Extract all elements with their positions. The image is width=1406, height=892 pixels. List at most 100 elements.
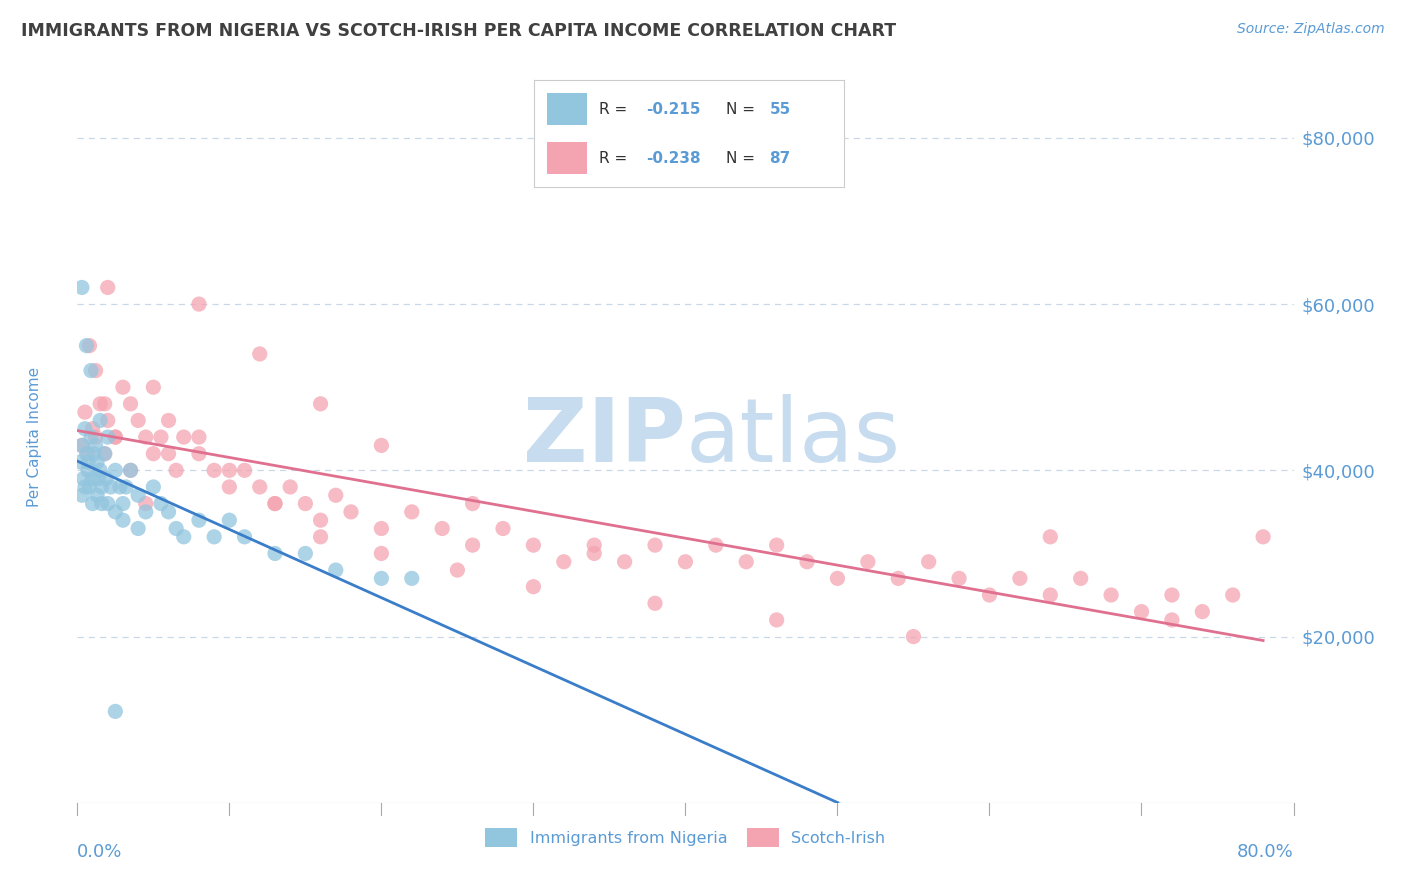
Point: [887, 571, 910, 585]
Point: [89, 397, 111, 411]
Point: [218, 463, 240, 477]
Point: [644, 538, 666, 552]
Point: [856, 555, 879, 569]
Point: [340, 505, 363, 519]
Point: [73, 480, 96, 494]
Point: [218, 513, 240, 527]
Point: [446, 563, 468, 577]
Point: [135, 430, 157, 444]
Point: [522, 538, 544, 552]
Point: [173, 530, 195, 544]
Point: [294, 497, 316, 511]
Point: [370, 546, 392, 560]
Point: [135, 505, 157, 519]
Text: Source: ZipAtlas.com: Source: ZipAtlas.com: [1237, 22, 1385, 37]
Point: [104, 463, 127, 477]
Point: [86, 455, 108, 469]
Point: [104, 705, 127, 719]
Point: [827, 571, 849, 585]
Point: [278, 480, 301, 494]
Point: [157, 505, 180, 519]
Point: [430, 521, 453, 535]
Point: [69, 455, 91, 469]
Point: [1008, 571, 1031, 585]
Point: [82, 472, 104, 486]
Point: [522, 580, 544, 594]
Point: [149, 497, 172, 511]
Point: [84, 438, 107, 452]
Point: [142, 480, 165, 494]
Point: [1070, 571, 1092, 585]
Point: [309, 397, 332, 411]
Point: [86, 488, 108, 502]
Point: [75, 447, 97, 461]
Point: [370, 571, 392, 585]
Point: [370, 438, 392, 452]
Point: [72, 472, 94, 486]
Point: [79, 338, 101, 352]
Text: N =: N =: [725, 151, 759, 166]
Point: [157, 413, 180, 427]
Point: [202, 463, 225, 477]
Point: [173, 430, 195, 444]
Point: [104, 505, 127, 519]
Point: [111, 513, 134, 527]
Point: [370, 521, 392, 535]
Point: [70, 438, 93, 452]
Point: [249, 480, 271, 494]
Point: [93, 447, 115, 461]
Point: [120, 463, 142, 477]
Point: [644, 596, 666, 610]
Point: [127, 413, 149, 427]
Point: [613, 555, 636, 569]
Point: [309, 513, 332, 527]
Point: [97, 280, 120, 294]
Point: [127, 521, 149, 535]
Point: [77, 463, 100, 477]
Point: [165, 463, 187, 477]
Point: [202, 530, 225, 544]
Point: [218, 480, 240, 494]
Point: [233, 463, 256, 477]
Point: [1130, 605, 1153, 619]
Legend: Immigrants from Nigeria, Scotch-Irish: Immigrants from Nigeria, Scotch-Irish: [479, 822, 891, 854]
Point: [93, 447, 115, 461]
Point: [675, 555, 697, 569]
Point: [188, 430, 211, 444]
Point: [765, 538, 787, 552]
Point: [188, 297, 211, 311]
Point: [461, 497, 484, 511]
Point: [135, 497, 157, 511]
Point: [82, 497, 104, 511]
Text: -0.238: -0.238: [645, 151, 700, 166]
Point: [89, 413, 111, 427]
Point: [1251, 530, 1274, 544]
Point: [583, 546, 606, 560]
Point: [70, 280, 93, 294]
Point: [165, 521, 187, 535]
Point: [70, 438, 93, 452]
Point: [84, 430, 107, 444]
Point: [111, 497, 134, 511]
Text: -0.215: -0.215: [645, 102, 700, 117]
Point: [188, 447, 211, 461]
Point: [264, 497, 287, 511]
Point: [1099, 588, 1122, 602]
FancyBboxPatch shape: [547, 143, 586, 175]
Point: [583, 538, 606, 552]
Point: [80, 363, 103, 377]
Text: N =: N =: [725, 102, 759, 117]
Point: [104, 430, 127, 444]
Point: [401, 571, 423, 585]
Text: 87: 87: [769, 151, 790, 166]
Point: [97, 497, 120, 511]
Point: [1161, 613, 1184, 627]
Text: Per Capita Income: Per Capita Income: [27, 367, 42, 508]
Point: [97, 430, 120, 444]
Point: [401, 505, 423, 519]
Text: 55: 55: [769, 102, 790, 117]
Point: [918, 555, 941, 569]
Point: [948, 571, 970, 585]
Point: [93, 397, 115, 411]
Point: [903, 630, 925, 644]
